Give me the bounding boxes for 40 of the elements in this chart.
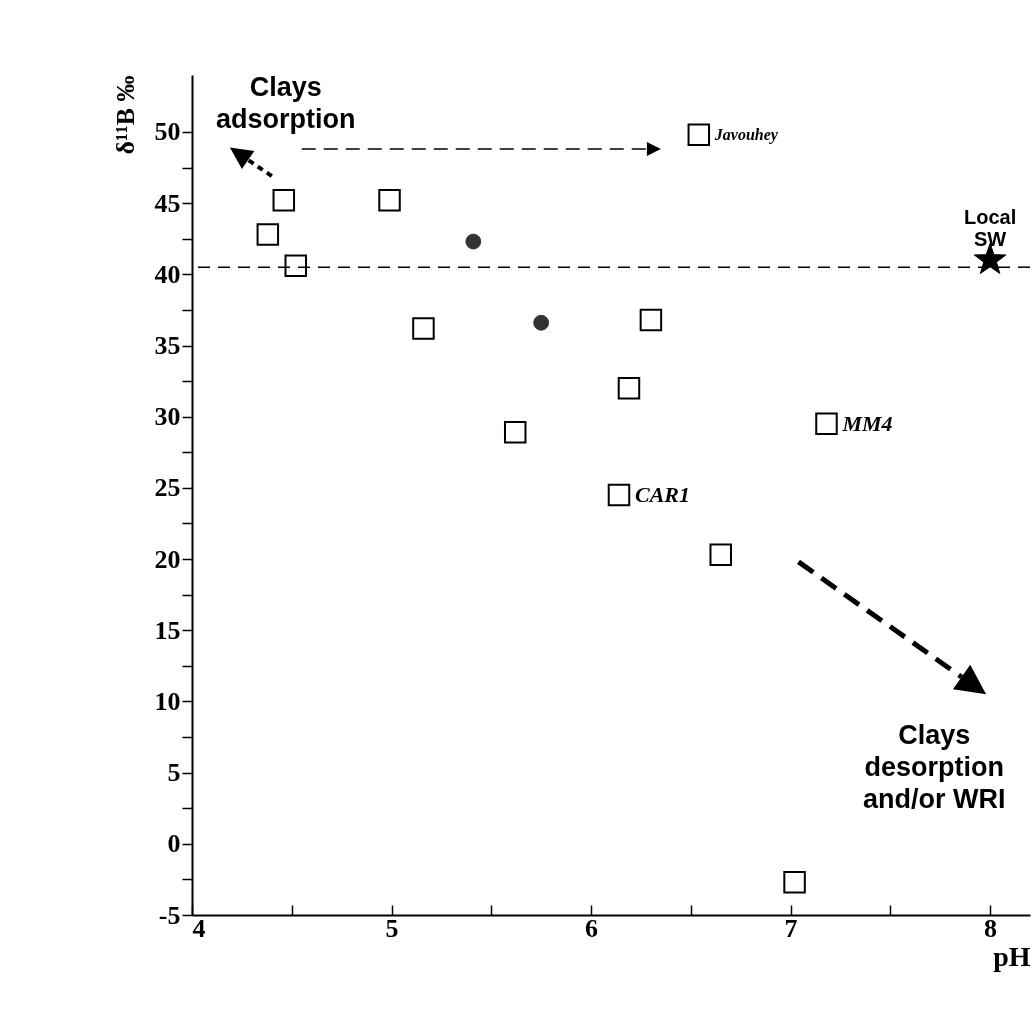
y-tick-label: -5 bbox=[158, 900, 181, 930]
y-axis-title: δ¹¹B ‰ bbox=[110, 75, 140, 155]
y-tick-label: 20 bbox=[154, 544, 181, 574]
point bbox=[783, 871, 806, 894]
point bbox=[639, 308, 663, 332]
point bbox=[412, 317, 435, 340]
point bbox=[465, 233, 482, 250]
point bbox=[607, 483, 631, 507]
x-axis-title: pH bbox=[993, 940, 1031, 972]
x-tick-label: 8 bbox=[984, 913, 998, 943]
y-tick-label: 25 bbox=[154, 473, 181, 503]
y-tick-label: 5 bbox=[167, 758, 181, 788]
point bbox=[284, 254, 307, 278]
annotation: MM4 bbox=[841, 410, 893, 436]
point bbox=[709, 543, 732, 567]
y-tick-label: 15 bbox=[154, 615, 181, 645]
point bbox=[378, 189, 401, 212]
annotation: Clays adsorption bbox=[216, 72, 356, 134]
y-tick-label: 0 bbox=[167, 829, 181, 859]
point bbox=[687, 123, 711, 147]
annotation: Javouhey bbox=[713, 125, 779, 144]
y-tick-label: 50 bbox=[154, 117, 181, 147]
point bbox=[815, 412, 838, 436]
x-tick-label: 4 bbox=[192, 913, 206, 943]
x-tick-label: 5 bbox=[385, 913, 399, 943]
y-tick-label: 10 bbox=[154, 686, 181, 716]
point bbox=[617, 376, 641, 400]
annotation: CAR1 bbox=[634, 482, 691, 507]
y-tick-label: 30 bbox=[154, 402, 181, 432]
x-tick-label: 6 bbox=[585, 913, 599, 943]
point bbox=[256, 223, 280, 246]
point bbox=[533, 314, 550, 331]
y-tick-label: 45 bbox=[154, 188, 181, 218]
y-tick-label: 35 bbox=[154, 331, 181, 361]
point bbox=[272, 189, 296, 212]
annotation: Clays desorption and/or WRI bbox=[862, 719, 1006, 814]
point bbox=[503, 421, 527, 444]
x-tick-label: 7 bbox=[784, 913, 798, 943]
y-tick-label: 40 bbox=[154, 259, 181, 289]
annotation: Local SW bbox=[963, 206, 1017, 251]
